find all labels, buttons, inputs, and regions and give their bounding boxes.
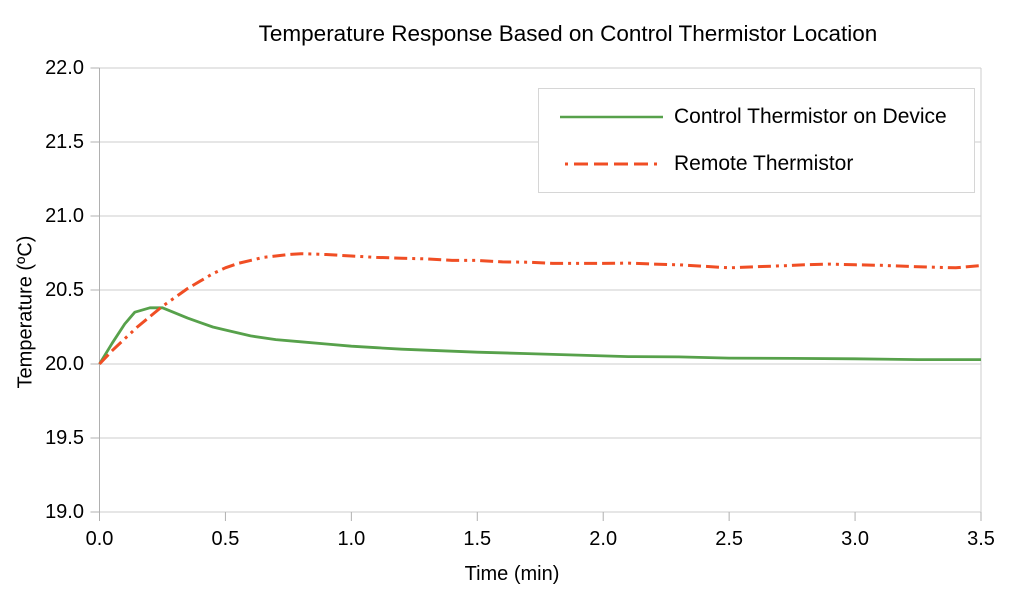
x-tick-label-3.5: 3.5 (967, 528, 995, 550)
legend-item-remote-thermistor: Remote Thermistor (559, 145, 974, 183)
legend-line-sample-solid-icon (560, 115, 663, 119)
legend-item-control-thermistor: Control Thermistor on Device (559, 98, 974, 136)
series-line-remote-thermistor (98, 252, 982, 366)
x-tick-label-3.0: 3.0 (841, 528, 869, 550)
x-axis-label: Time (min) (464, 563, 560, 585)
y-tick-label-20.5: 20.5 (45, 279, 84, 301)
y-tick-label-19.5: 19.5 (45, 427, 84, 449)
y-tick-label-21.0: 21.0 (45, 205, 84, 227)
y-tick-label-22.0: 22.0 (45, 57, 84, 79)
y-tick-label-19.0: 19.0 (45, 501, 84, 523)
legend-line-sample-dashed-icon (565, 162, 657, 166)
x-tick-label-2.5: 2.5 (715, 528, 744, 550)
chart-title: Temperature Response Based on Control Th… (258, 21, 878, 46)
y-tick-label-20.0: 20.0 (45, 353, 84, 375)
legend: Control Thermistor on Device Remote Ther… (538, 88, 975, 193)
x-tick-label-1.5: 1.5 (463, 528, 492, 550)
x-tick-label-0.5: 0.5 (211, 528, 240, 550)
x-tick-label-2.0: 2.0 (589, 528, 618, 550)
y-tick-label-21.5: 21.5 (45, 131, 84, 153)
legend-label-remote-thermistor: Remote Thermistor (674, 152, 854, 175)
series-line-control-thermistor (98, 306, 981, 365)
x-tick-label-0.0: 0.0 (85, 528, 114, 550)
legend-label-control-thermistor: Control Thermistor on Device (674, 105, 947, 128)
x-tick-label-1.0: 1.0 (337, 528, 366, 550)
